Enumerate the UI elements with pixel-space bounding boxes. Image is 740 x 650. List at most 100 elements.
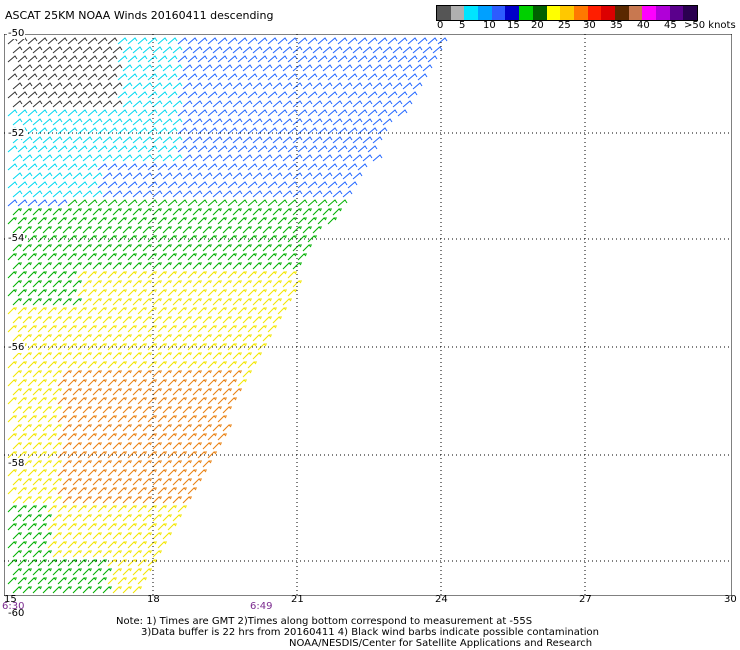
wind-barb (7, 73, 18, 81)
wind-barb (197, 55, 208, 63)
wind-barb (127, 397, 137, 405)
wind-barb (222, 226, 232, 234)
wind-barb (102, 262, 112, 270)
wind-barb (292, 226, 302, 234)
wind-barb (52, 82, 63, 90)
wind-barb (247, 91, 258, 99)
wind-barb (32, 478, 42, 486)
wind-barb (112, 244, 122, 252)
wind-barb (182, 352, 192, 360)
wind-barb (257, 199, 268, 207)
wind-barb (277, 217, 287, 225)
wind-barb (222, 208, 232, 216)
colorbar-segment (505, 6, 520, 20)
wind-barb (22, 46, 33, 54)
wind-barb (107, 91, 118, 99)
wind-barb (292, 82, 303, 90)
wind-barb (87, 235, 97, 243)
wind-barb (207, 397, 217, 405)
grid-lines (4, 34, 732, 596)
wind-barb (287, 289, 297, 297)
wind-barb (282, 118, 293, 126)
wind-barb (362, 64, 373, 72)
wind-barb (37, 37, 48, 45)
wind-barb (282, 262, 292, 270)
wind-barb (412, 46, 423, 54)
wind-barb (152, 406, 162, 414)
wind-barb (302, 208, 312, 216)
wind-barb (17, 415, 27, 423)
wind-barb (117, 451, 127, 459)
wind-barb (52, 316, 62, 324)
wind-barb (77, 433, 87, 441)
wind-barb (272, 316, 282, 324)
wind-barb (82, 82, 93, 90)
wind-barb (352, 172, 363, 180)
wind-barb (152, 532, 162, 540)
wind-barb (267, 55, 278, 63)
wind-barb (87, 577, 97, 585)
wind-barb (217, 109, 228, 117)
wind-barb (62, 334, 72, 342)
wind-barb (167, 397, 177, 405)
wind-barb (77, 379, 87, 387)
wind-barb (102, 118, 113, 126)
wind-barb (142, 316, 152, 324)
wind-barb (312, 154, 323, 162)
wind-barb (92, 82, 103, 90)
wind-barb (222, 190, 233, 198)
wind-barb (377, 127, 388, 135)
wind-barb (337, 199, 348, 207)
wind-barb (77, 181, 88, 189)
wind-barb (107, 199, 118, 207)
wind-barb (167, 127, 178, 135)
wind-barb (107, 523, 117, 531)
wind-barb (197, 127, 208, 135)
time-label: 6:49 (250, 601, 273, 612)
wind-barb (77, 37, 88, 45)
wind-barb (97, 127, 108, 135)
wind-barb (137, 487, 147, 495)
colorbar-segment (642, 6, 656, 20)
wind-barb (37, 73, 48, 81)
wind-barb (82, 586, 92, 594)
wind-barb (32, 226, 42, 234)
wind-barb (152, 388, 162, 396)
wind-barb (67, 235, 77, 243)
wind-barb (127, 469, 137, 477)
wind-barb (62, 424, 72, 432)
wind-barb (382, 82, 393, 90)
wind-barb (47, 199, 58, 207)
wind-barb (392, 100, 403, 108)
wind-barb (187, 109, 198, 117)
wind-barb (42, 352, 52, 360)
wind-barb (32, 316, 42, 324)
wind-barb (27, 379, 37, 387)
wind-barb (162, 82, 173, 90)
wind-barb (127, 307, 137, 315)
wind-barb (27, 217, 37, 225)
wind-barb (37, 469, 47, 477)
wind-barb (7, 415, 17, 423)
wind-barb (17, 433, 27, 441)
wind-barb (122, 244, 132, 252)
wind-barb (192, 244, 202, 252)
wind-barb (302, 118, 313, 126)
wind-barb (52, 298, 62, 306)
wind-barb (132, 460, 142, 468)
wind-barbs (7, 37, 448, 594)
wind-barb (107, 577, 117, 585)
wind-barb (157, 523, 167, 531)
wind-barb (222, 388, 232, 396)
wind-barb (132, 172, 143, 180)
wind-barb (142, 226, 152, 234)
wind-barb (167, 73, 178, 81)
wind-barb (52, 262, 62, 270)
wind-barb (137, 343, 147, 351)
wind-barb (252, 208, 262, 216)
wind-barb (137, 37, 148, 45)
wind-barb (422, 46, 433, 54)
wind-barb (37, 343, 47, 351)
wind-barb (152, 46, 163, 54)
wind-barb (102, 82, 113, 90)
